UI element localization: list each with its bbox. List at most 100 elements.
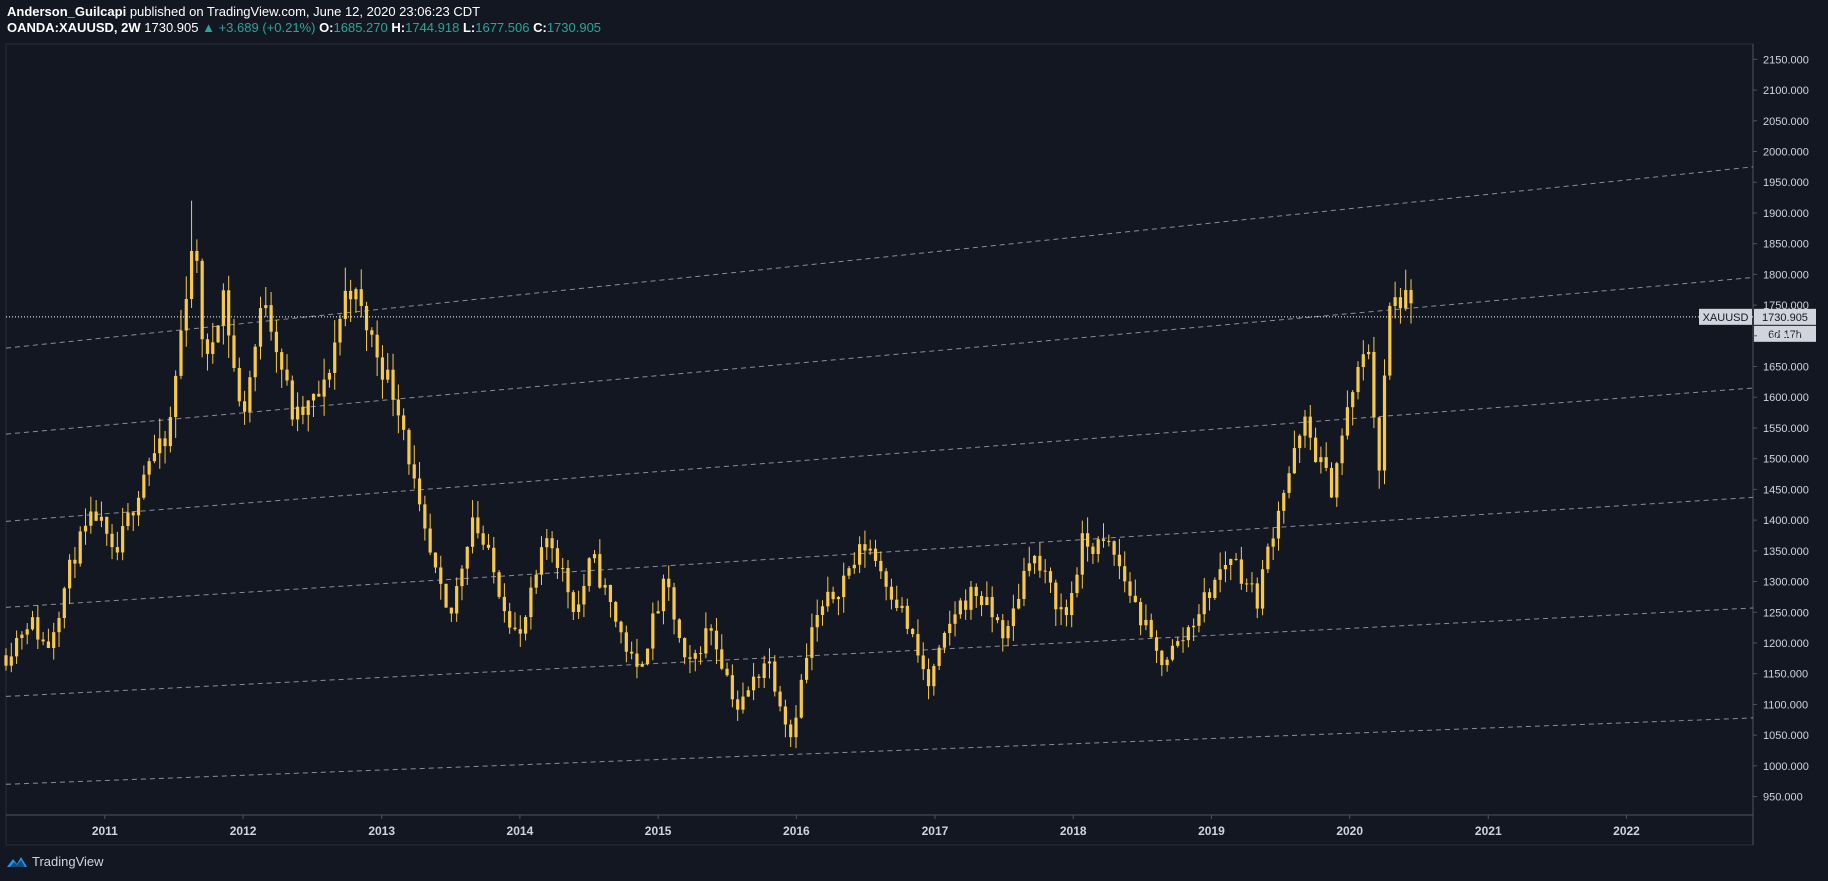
candle-body <box>152 453 157 462</box>
candle-body <box>1229 558 1233 565</box>
candle-body <box>115 547 119 553</box>
candle-body <box>1059 607 1063 610</box>
open-value: 1685.270 <box>333 20 388 35</box>
candle-body <box>232 335 236 368</box>
candle-body <box>248 377 252 412</box>
candle-body <box>396 399 400 416</box>
candle-body <box>1176 641 1180 646</box>
candle-body <box>630 651 634 654</box>
candle-body <box>709 628 713 631</box>
candle-body <box>1271 538 1275 547</box>
candle-body <box>237 367 241 402</box>
candle-body <box>534 574 538 588</box>
candle-body <box>110 533 114 548</box>
candle-body <box>1393 297 1397 306</box>
candle-body <box>1186 627 1190 641</box>
chart-header: Anderson_Guilcapi published on TradingVi… <box>7 4 601 36</box>
candle-body <box>1372 351 1376 418</box>
candle-body <box>1170 645 1175 660</box>
candle-body <box>789 724 793 738</box>
countdown-tag: 6d 17h <box>1768 329 1802 341</box>
candle-body <box>815 615 819 628</box>
candle-body <box>1144 619 1148 626</box>
candle-body <box>720 649 724 669</box>
candle-body <box>317 393 321 397</box>
symbol-label: OANDA:XAUUSD, 2W <box>7 20 141 35</box>
candle-body <box>78 531 82 564</box>
candle-body <box>693 653 697 659</box>
candle-body <box>280 352 284 370</box>
price-tick-label: 1450.000 <box>1763 484 1809 496</box>
candle-body <box>1409 290 1413 304</box>
price-axis[interactable]: 950.000 1000.000 1050.000 1100.000 1150.000 1… <box>1753 54 1809 804</box>
price-tick-label: 1850.000 <box>1763 239 1809 251</box>
candle-body <box>227 290 231 336</box>
candle-body <box>1027 563 1031 571</box>
candle-body <box>863 544 867 551</box>
candle-body <box>1160 650 1164 666</box>
candle-body <box>868 548 872 551</box>
candle-body <box>94 511 98 521</box>
candle-body <box>174 375 178 418</box>
price-change: ▲ +3.689 (+0.21%) <box>202 20 316 35</box>
candle-body <box>142 474 146 498</box>
candle-body <box>1133 595 1137 603</box>
candle-body <box>911 628 915 635</box>
candle-body <box>1319 457 1323 463</box>
candle-body <box>958 600 962 615</box>
candle-body <box>979 596 984 606</box>
low-label: L: <box>462 20 476 35</box>
candle-body <box>89 511 93 526</box>
candle-body <box>561 567 565 569</box>
candle-body <box>566 568 570 593</box>
time-axis[interactable]: 2011 2012 2013 2014 2015 2016 2017 2018 2019 2020… <box>92 815 1640 838</box>
candle-body <box>264 305 268 309</box>
candle-body <box>513 627 517 630</box>
candle-body <box>1276 510 1281 539</box>
candle-body <box>370 330 374 335</box>
candle-body <box>571 592 575 613</box>
candle-body <box>624 632 628 652</box>
candle-body <box>1382 375 1387 471</box>
author-name[interactable]: Anderson_Guilcapi <box>7 4 127 19</box>
candle-body <box>1223 564 1228 570</box>
candle-body <box>603 584 607 588</box>
candle-body <box>349 290 353 300</box>
price-chart[interactable]: XAUUSD 1730.905 6d 17h 950.000 1000.000 1050… <box>0 0 1828 850</box>
candle-body <box>995 617 1000 621</box>
tradingview-logo-icon[interactable] <box>6 855 28 869</box>
high-value: 1744.918 <box>405 20 460 35</box>
open-label: O: <box>319 20 334 35</box>
candle-body <box>481 533 485 545</box>
candle-body <box>359 289 363 306</box>
tradingview-brand[interactable]: TradingView <box>32 854 104 869</box>
candle-body <box>423 504 427 529</box>
candle-body <box>1096 539 1100 554</box>
candle-body <box>767 661 772 664</box>
price-tick-label: 1000.000 <box>1763 761 1809 773</box>
candle-body <box>386 369 390 380</box>
candle-body <box>1260 569 1265 609</box>
candle-body <box>4 655 8 666</box>
candle-body <box>683 638 687 658</box>
candle-body <box>990 597 994 618</box>
candle-body <box>1181 640 1185 642</box>
candle-body <box>455 586 459 614</box>
candle-body <box>836 597 841 600</box>
candle-body <box>1292 448 1296 474</box>
candle-body <box>338 318 342 343</box>
candle-body <box>529 587 533 618</box>
candle-body <box>68 559 72 589</box>
candle-body <box>539 547 544 575</box>
candle-body <box>1207 592 1212 599</box>
candle-body <box>1239 559 1243 584</box>
candle-body <box>1367 351 1371 355</box>
price-tick-label: 1150.000 <box>1763 669 1808 681</box>
candle-body <box>672 587 676 620</box>
candle-body <box>242 401 247 412</box>
candle-body <box>1329 467 1334 498</box>
candle-body <box>916 634 920 656</box>
candle-body <box>492 547 496 573</box>
candle-body <box>41 639 45 642</box>
candle-body <box>1398 297 1403 309</box>
